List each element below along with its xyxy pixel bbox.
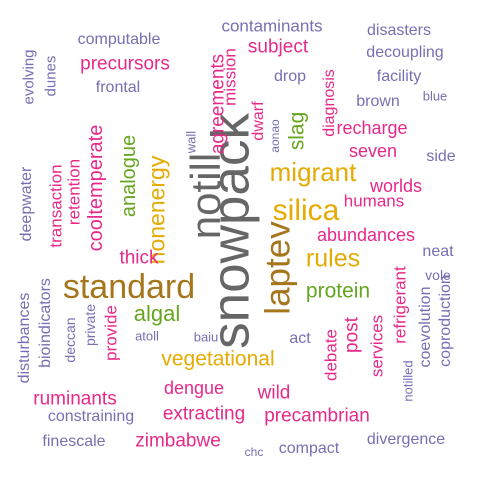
word-thick: thick: [119, 247, 159, 269]
word-analogue: analogue: [118, 134, 140, 218]
word-subject: subject: [247, 36, 309, 58]
word-debate: debate: [321, 329, 341, 381]
word-protein: protein: [305, 279, 371, 303]
word-services: services: [367, 314, 387, 378]
word-coproduction: coproduction: [437, 275, 454, 367]
word-chc: chc: [244, 445, 264, 459]
word-side: side: [426, 148, 456, 165]
word-dunes: dunes: [42, 55, 60, 97]
word-vegetational: vegetational: [161, 347, 275, 371]
word-notill: notill: [182, 152, 229, 240]
word-algal: algal: [133, 301, 181, 326]
word-provide: provide: [101, 305, 121, 361]
word-notilled: notilled: [400, 360, 416, 402]
word-constraining: constraining: [47, 408, 135, 425]
word-baiu: baiu: [193, 329, 219, 345]
word-abundances: abundances: [316, 225, 416, 245]
word-atoll: atoll: [135, 328, 159, 344]
word-precambrian: precambrian: [264, 405, 370, 427]
word-cooltemperate: cooltemperate: [85, 124, 107, 252]
word-standard: standard: [62, 268, 196, 306]
word-decoupling: decoupling: [366, 44, 444, 61]
word-divergence: divergence: [366, 431, 446, 448]
word-disturbances: disturbances: [16, 292, 33, 384]
word-ruminants: ruminants: [33, 388, 117, 410]
word-frontal: frontal: [95, 79, 141, 96]
word-contaminants: contaminants: [221, 16, 323, 36]
word-evolving: evolving: [20, 49, 38, 105]
word-refrigerant: refrigerant: [390, 266, 410, 344]
word-computable: computable: [77, 31, 161, 48]
word-wild: wild: [257, 382, 291, 404]
word-disasters: disasters: [366, 22, 432, 39]
word-slag: slag: [285, 111, 309, 151]
word-deccan: deccan: [62, 317, 78, 363]
word-bioindicators: bioindicators: [37, 278, 54, 368]
word-rules: rules: [305, 244, 361, 273]
word-mission: mission: [220, 48, 240, 106]
word-dwarf: dwarf: [250, 101, 267, 141]
word-post: post: [341, 317, 363, 353]
word-private: private: [82, 303, 98, 347]
word-migrant: migrant: [269, 157, 357, 187]
word-recharge: recharge: [336, 118, 408, 138]
word-compact: compact: [278, 440, 340, 457]
word-deepwater: deepwater: [18, 166, 35, 242]
word-brown: brown: [356, 93, 400, 110]
word-aonao: aonao: [268, 119, 282, 153]
word-dengue: dengue: [163, 378, 225, 398]
word-precursors: precursors: [80, 53, 170, 75]
word-facility: facility: [376, 68, 422, 85]
word-blue: blue: [422, 88, 448, 104]
word-retention: retention: [64, 158, 84, 226]
word-extracting: extracting: [162, 403, 246, 425]
word-laptev: laptev: [258, 221, 298, 315]
word-humans: humans: [343, 191, 405, 211]
word-finescale: finescale: [42, 433, 106, 450]
word-neat: neat: [422, 243, 454, 260]
word-transaction: transaction: [46, 164, 66, 248]
word-seven: seven: [348, 141, 398, 161]
word-wall: wall: [183, 130, 199, 154]
word-zimbabwe: zimbabwe: [135, 430, 221, 452]
word-drop: drop: [273, 68, 307, 85]
word-silica: silica: [272, 194, 340, 227]
word-worlds: worlds: [369, 176, 423, 196]
word-vole: vole: [425, 267, 451, 283]
word-coevolution: coevolution: [417, 286, 434, 368]
word-act: act: [289, 330, 311, 347]
